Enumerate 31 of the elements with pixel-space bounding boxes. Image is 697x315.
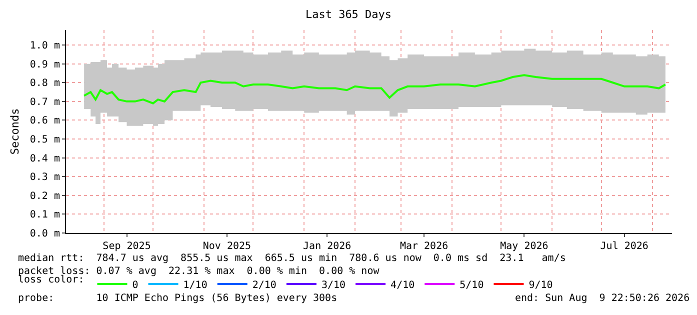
x-tick-label: May 2026 [500,241,548,252]
chart-title: Last 365 Days [305,8,392,21]
y-tick-label: 1.0 m [30,40,60,52]
legend-label: 4/10 [390,280,415,291]
x-tick-label: Nov 2025 [202,241,252,252]
y-tick-label: 0.1 m [30,210,60,221]
x-tick-label: Jul 2026 [600,241,648,252]
y-axis-title: Seconds [8,108,22,155]
x-tick-label: Jan 2026 [303,241,352,252]
y-tick-label: 0.2 m [30,190,60,202]
legend-label: 5/10 [460,280,484,291]
y-tick-label: 0.8 m [30,78,60,90]
legend-label: 3/10 [321,280,346,291]
y-tick-label: 0.4 m [30,153,60,164]
text: probe: 10 ICMP Echo Pings (56 Bytes) every 300s [18,293,338,304]
y-tick-label: 0.3 m [30,172,60,184]
legend-label: 9/10 [528,280,553,291]
legend-label: 2/10 [252,280,276,291]
y-tick-label: 0.5 m [30,134,60,146]
text: median rtt: 784.7 us avg 855.5 us max 665.5 us min 780.6 us now 0.0 ms sd 23.1 am/s [18,253,566,264]
y-tick-label: 0.9 m [30,59,60,70]
x-tick-label: Mar 2026 [400,241,448,252]
x-tick-label: Sep 2025 [102,241,151,252]
line-series [83,74,666,104]
y-tick-label: 0.0 m [30,228,60,240]
y-tick-label: 0.6 m [30,116,60,127]
y-tick-label: 0.7 m [30,96,60,108]
legend-title: loss color: [18,274,84,286]
legend-label: 0 [132,280,138,291]
text: end: Sun Aug 9 22:50:26 2026 [515,293,690,304]
legend-label: 1/10 [183,280,208,291]
